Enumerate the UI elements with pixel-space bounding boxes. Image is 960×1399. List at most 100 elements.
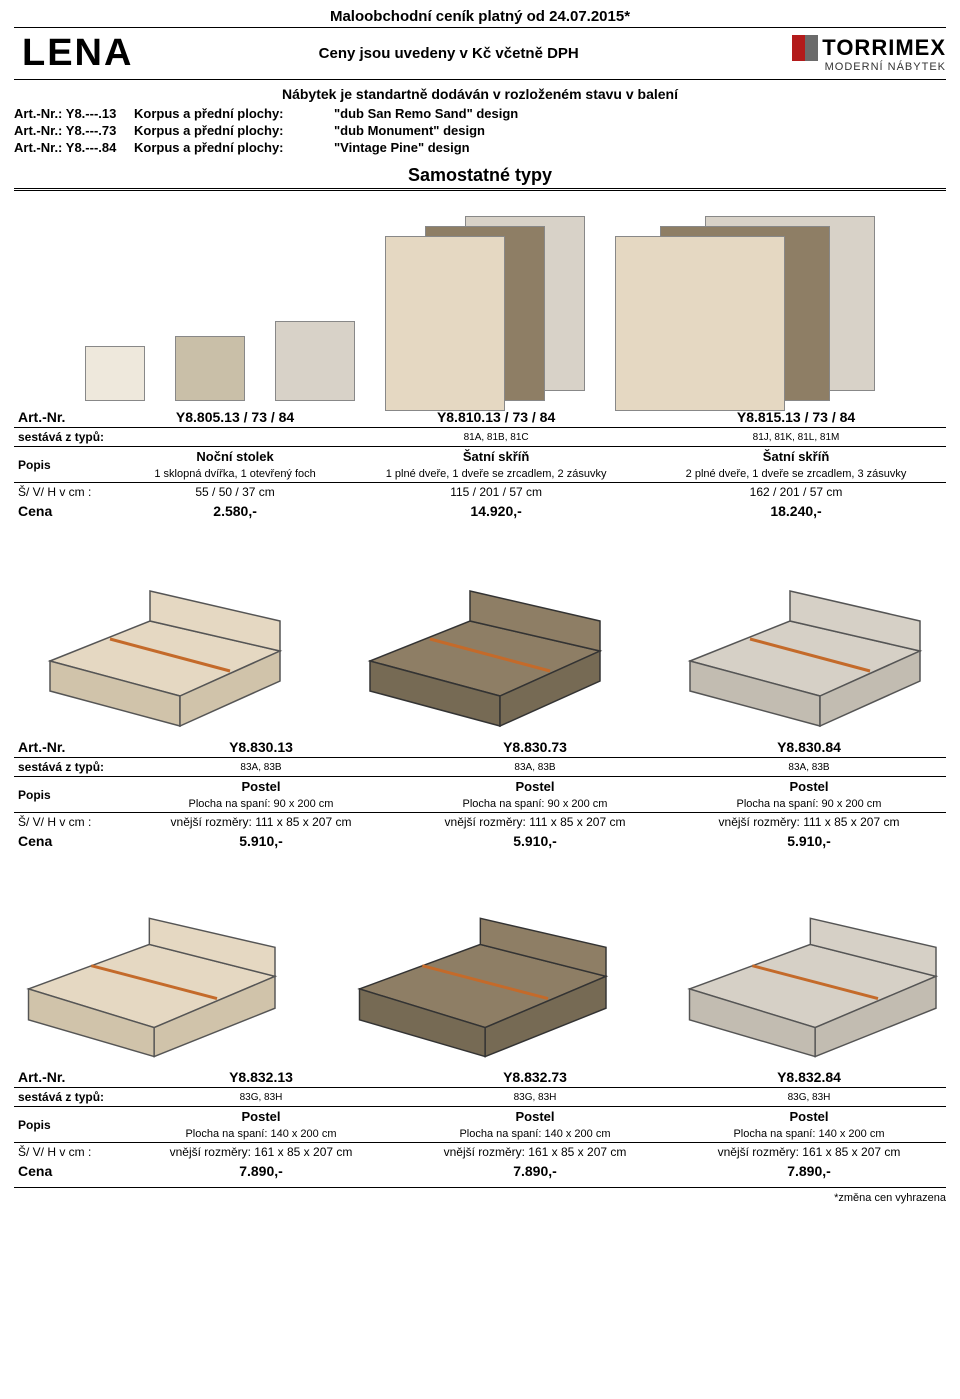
artnr-value: Y8.830.84 <box>672 737 946 758</box>
bed-image <box>345 911 616 1061</box>
sestava-value: 83A, 83B <box>398 758 672 777</box>
bed-image <box>350 581 610 731</box>
popis-sub: 2 plné dveře, 1 dveře se zrcadlem, 3 zás… <box>646 466 946 483</box>
cena-value: 14.920,- <box>346 501 646 521</box>
section-title: Samostatné typy <box>14 165 946 186</box>
dims-value: 55 / 50 / 37 cm <box>124 483 346 502</box>
meta-col2: Korpus a přední plochy: <box>134 140 334 155</box>
popis-label: Popis <box>14 777 124 813</box>
pricelist-title: Maloobchodní ceník platný od 24.07.2015* <box>14 8 946 25</box>
header-row: LENA Ceny jsou uvedeny v Kč včetně DPH T… <box>14 30 946 77</box>
sestava-label: sestává z typů: <box>14 758 124 777</box>
spec-table-2: Art.-Nr. Y8.830.13 Y8.830.73 Y8.830.84 s… <box>14 737 946 851</box>
popis-title: Postel <box>398 1107 672 1127</box>
popis-sub: Plocha na spaní: 140 x 200 cm <box>672 1126 946 1143</box>
product-images-row-1 <box>14 201 946 401</box>
meta-desc: "dub Monument" design <box>334 123 946 138</box>
artnr-value: Y8.830.13 <box>124 737 398 758</box>
popis-sub: Plocha na spaní: 140 x 200 cm <box>398 1126 672 1143</box>
sestava-value: 83A, 83B <box>124 758 398 777</box>
meta-col2: Korpus a přední plochy: <box>134 123 334 138</box>
dims-label: Š/ V/ H v cm : <box>14 813 124 832</box>
divider <box>14 27 946 28</box>
popis-title: Postel <box>672 777 946 797</box>
nightstand-image <box>85 346 145 401</box>
bed-image <box>14 911 285 1061</box>
artnr-label: Art.-Nr. <box>14 1067 124 1088</box>
popis-title: Šatní skříň <box>346 447 646 467</box>
dims-value: vnější rozměry: 161 x 85 x 207 cm <box>398 1143 672 1162</box>
dims-label: Š/ V/ H v cm : <box>14 483 124 502</box>
header-subtitle: Ceny jsou uvedeny v Kč včetně DPH <box>141 45 756 62</box>
dims-value: vnější rozměry: 161 x 85 x 207 cm <box>124 1143 398 1162</box>
popis-sub: Plocha na spaní: 90 x 200 cm <box>398 796 672 813</box>
popis-label: Popis <box>14 447 124 483</box>
nightstand-image <box>175 336 245 401</box>
cena-label: Cena <box>14 1161 124 1181</box>
cena-value: 5.910,- <box>672 831 946 851</box>
sestava-label: sestává z typů: <box>14 1088 124 1107</box>
sestava-value: 81J, 81K, 81L, 81M <box>646 428 946 447</box>
wardrobe-image <box>385 236 505 411</box>
meta-label: Art.-Nr.: Y8.---.73 <box>14 123 134 138</box>
popis-sub: Plocha na spaní: 90 x 200 cm <box>672 796 946 813</box>
popis-title: Šatní skříň <box>646 447 946 467</box>
popis-sub: Plocha na spaní: 90 x 200 cm <box>124 796 398 813</box>
popis-sub: 1 plné dveře, 1 dveře se zrcadlem, 2 zás… <box>346 466 646 483</box>
cena-value: 2.580,- <box>124 501 346 521</box>
meta-label: Art.-Nr.: Y8.---.84 <box>14 140 134 155</box>
artnr-value: Y8.832.73 <box>398 1067 672 1088</box>
cena-value: 7.890,- <box>672 1161 946 1181</box>
dims-value: vnější rozměry: 111 x 85 x 207 cm <box>124 813 398 832</box>
meta-label: Art.-Nr.: Y8.---.13 <box>14 106 134 121</box>
popis-sub: 1 sklopná dvířka, 1 otevřený foch <box>124 466 346 483</box>
nightstand-image <box>275 321 355 401</box>
popis-title: Postel <box>124 777 398 797</box>
sestava-value <box>124 428 346 447</box>
meta-desc: "Vintage Pine" design <box>334 140 946 155</box>
divider-thick <box>14 188 946 191</box>
product-images-row-3 <box>14 861 946 1061</box>
wardrobe-stack <box>385 216 585 401</box>
sestava-value: 81A, 81B, 81C <box>346 428 646 447</box>
dims-value: vnější rozměry: 111 x 85 x 207 cm <box>672 813 946 832</box>
spec-table-1: Art.-Nr. Y8.805.13 / 73 / 84 Y8.810.13 /… <box>14 407 946 521</box>
popis-sub: Plocha na spaní: 140 x 200 cm <box>124 1126 398 1143</box>
logo-sub: MODERNÍ NÁBYTEK <box>756 61 946 73</box>
logo-block: TORRIMEX MODERNÍ NÁBYTEK <box>756 35 946 73</box>
dims-label: Š/ V/ H v cm : <box>14 1143 124 1162</box>
dims-value: 115 / 201 / 57 cm <box>346 483 646 502</box>
article-meta: Art.-Nr.: Y8.---.13 Korpus a přední ploc… <box>14 106 946 155</box>
cena-value: 7.890,- <box>124 1161 398 1181</box>
wardrobe-image <box>615 236 785 411</box>
artnr-value: Y8.830.73 <box>398 737 672 758</box>
page: Maloobchodní ceník platný od 24.07.2015*… <box>0 0 960 1212</box>
footer-note: *změna cen vyhrazena <box>14 1192 946 1204</box>
divider <box>14 79 946 80</box>
cena-label: Cena <box>14 831 124 851</box>
logo-main: TORRIMEX <box>756 35 946 61</box>
sestava-value: 83A, 83B <box>672 758 946 777</box>
artnr-value: Y8.832.13 <box>124 1067 398 1088</box>
bed-image <box>30 581 290 731</box>
cena-value: 5.910,- <box>124 831 398 851</box>
sestava-value: 83G, 83H <box>672 1088 946 1107</box>
popis-title: Postel <box>672 1107 946 1127</box>
sestava-value: 83G, 83H <box>398 1088 672 1107</box>
artnr-value: Y8.832.84 <box>672 1067 946 1088</box>
spec-table-3: Art.-Nr. Y8.832.13 Y8.832.73 Y8.832.84 s… <box>14 1067 946 1181</box>
wardrobe-stack <box>615 216 875 401</box>
cena-value: 7.890,- <box>398 1161 672 1181</box>
dims-value: 162 / 201 / 57 cm <box>646 483 946 502</box>
brand-name: LENA <box>14 30 141 77</box>
product-images-row-2 <box>14 531 946 731</box>
sestava-value: 83G, 83H <box>124 1088 398 1107</box>
meta-desc: "dub San Remo Sand" design <box>334 106 946 121</box>
cena-value: 18.240,- <box>646 501 946 521</box>
artnr-value: Y8.805.13 / 73 / 84 <box>124 407 346 428</box>
logo-text: TORRIMEX <box>822 35 946 61</box>
cena-label: Cena <box>14 501 124 521</box>
popis-label: Popis <box>14 1107 124 1143</box>
dims-value: vnější rozměry: 161 x 85 x 207 cm <box>672 1143 946 1162</box>
bed-image <box>670 581 930 731</box>
